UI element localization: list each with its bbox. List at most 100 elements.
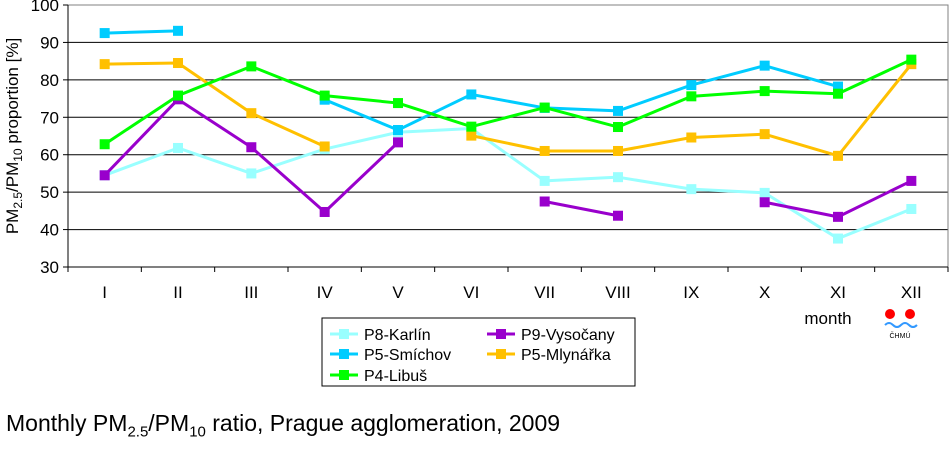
data-point — [539, 145, 550, 156]
data-point — [613, 172, 623, 183]
data-point — [466, 89, 477, 100]
data-point — [686, 91, 697, 102]
data-point — [759, 197, 770, 208]
data-point — [833, 81, 843, 92]
data-point — [759, 60, 770, 71]
legend-label: P8-Karlín — [364, 327, 431, 344]
x-axis: I II III IV V VI VII VIII IX X XI XII — [67, 266, 949, 302]
series-line — [104, 29, 179, 35]
series-4 — [99, 58, 917, 161]
y-axis-title-sub2: 10 — [11, 148, 25, 162]
data-point — [393, 98, 403, 109]
data-point — [833, 211, 843, 222]
data-point — [393, 137, 403, 148]
y-axis-title: PM2.5/PM10 proportion [%] — [3, 38, 25, 234]
legend-label: P4-Libuš — [364, 368, 427, 385]
series-line — [104, 61, 326, 148]
data-point — [99, 139, 110, 150]
data-point — [319, 90, 330, 101]
series-2 — [99, 94, 917, 222]
series-line — [103, 58, 912, 146]
x-tick-label: VII — [534, 283, 555, 302]
x-tick-label: XI — [830, 283, 846, 302]
data-point — [686, 184, 697, 195]
y-tick-label: 90 — [40, 33, 59, 52]
series-line — [324, 64, 839, 132]
caption-mid: /PM — [148, 410, 190, 436]
data-point — [99, 170, 110, 181]
data-point — [466, 121, 477, 132]
data-point — [833, 233, 843, 244]
caption-sub1: 2.5 — [127, 423, 149, 441]
x-tick-label: IX — [683, 283, 699, 302]
legend-marker — [339, 329, 349, 339]
x-tick-label: X — [759, 283, 770, 302]
data-point — [613, 122, 623, 133]
data-point — [833, 88, 843, 99]
caption-sub2: 10 — [189, 423, 206, 441]
legend-label: P5-Smíchov — [364, 347, 451, 364]
data-point — [686, 80, 697, 91]
data-point — [173, 25, 183, 36]
series-group — [99, 25, 917, 244]
x-tick-label: VIII — [605, 283, 631, 302]
y-tick-label: 60 — [40, 146, 59, 165]
data-point — [173, 58, 183, 69]
data-point — [99, 59, 110, 70]
x-axis-title: month — [804, 309, 851, 328]
legend: P8-Karlín P9-Vysočany P5-Smíchov P5-Mlynářk… — [321, 317, 636, 387]
data-point — [613, 105, 623, 116]
figure-caption: Monthly PM2.5/PM10 ratio, Prague agglome… — [6, 410, 560, 441]
x-tick-label: VI — [463, 283, 479, 302]
data-point — [319, 141, 330, 152]
y-tick-label: 70 — [40, 108, 59, 127]
data-point — [613, 210, 623, 221]
data-point — [906, 54, 917, 65]
series-line — [544, 200, 619, 218]
data-point — [539, 102, 550, 113]
data-point — [613, 145, 623, 156]
data-point — [466, 130, 477, 141]
chmu-logo: ČHMÚ — [884, 309, 918, 340]
data-point — [99, 28, 110, 39]
y-tick-label: 30 — [40, 258, 59, 277]
data-point — [833, 150, 843, 161]
data-point — [319, 206, 330, 217]
data-point — [759, 187, 770, 198]
y-axis-title-post: proportion [%] — [3, 38, 22, 149]
legend-marker — [496, 329, 506, 339]
data-point — [246, 61, 257, 72]
legend-marker — [496, 349, 506, 359]
logo-text: ČHMÚ — [890, 331, 911, 340]
data-point — [246, 168, 257, 179]
y-axis-title-mid: /PM — [3, 162, 22, 192]
data-point — [906, 175, 917, 186]
plot-area-border — [67, 4, 949, 268]
x-tick-label: I — [102, 283, 107, 302]
logo-right-dot — [905, 309, 915, 319]
x-tick-label: IV — [317, 283, 334, 302]
logo-wave — [884, 322, 918, 328]
data-point — [906, 203, 917, 214]
y-axis-title-sub1: 2.5 — [11, 192, 25, 209]
legend-marker — [339, 370, 349, 380]
y-axis: 30 40 50 60 70 80 90 100 — [31, 0, 69, 277]
data-point — [539, 196, 550, 207]
legend-box — [321, 317, 636, 387]
data-point — [759, 86, 770, 97]
x-tick-label: III — [244, 283, 258, 302]
logo-left-dot — [885, 309, 895, 319]
series-line — [764, 179, 912, 219]
legend-label: P5-Mlynářka — [521, 347, 611, 364]
y-tick-label: 80 — [40, 71, 59, 90]
x-tick-label: V — [392, 283, 404, 302]
series-5 — [99, 54, 917, 150]
series-line — [104, 127, 912, 241]
legend-label: P9-Vysočany — [521, 327, 615, 344]
data-point — [539, 175, 550, 186]
y-tick-label: 40 — [40, 221, 59, 240]
data-point — [246, 142, 257, 153]
data-point — [686, 132, 697, 143]
